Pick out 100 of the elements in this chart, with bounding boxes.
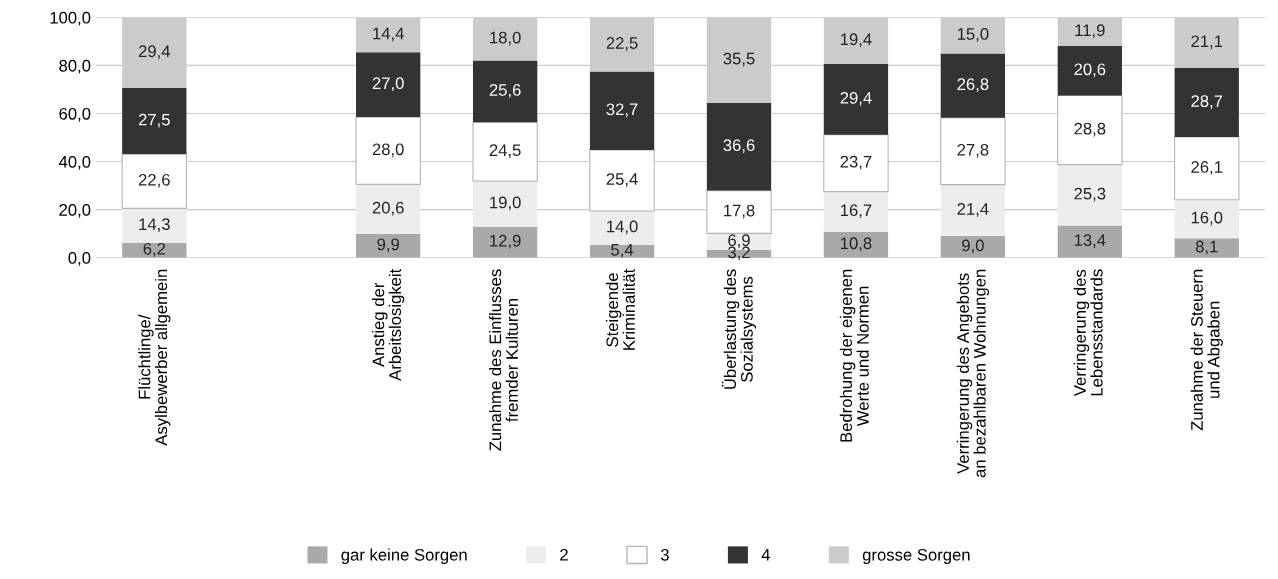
bar: [472, 181, 538, 227]
bar: [1057, 225, 1122, 258]
bar: [940, 17, 1006, 54]
data-label: 3,2: [728, 246, 750, 261]
y-tick-label: 80,0: [59, 59, 91, 74]
bar: [122, 208, 187, 243]
data-label: 18,0: [490, 31, 521, 46]
x-tick-label: Anstieg der Arbeitslosigkeit: [372, 268, 405, 381]
data-label: 14,0: [607, 220, 638, 235]
y-tick-label: 20,0: [59, 204, 91, 218]
data-label: 25,3: [1074, 187, 1106, 202]
bar: [1174, 199, 1239, 239]
x-tick-label: Bedrohung der eigenen Werte und Normen: [839, 269, 869, 442]
legend-label: grosse Sorgen: [862, 548, 970, 564]
x-tick-label: Steigende Kriminalität: [605, 268, 635, 350]
data-label: 29,4: [138, 45, 171, 60]
data-label: 14,4: [373, 27, 404, 42]
bar: [1174, 136, 1240, 201]
bar: [1057, 94, 1123, 166]
data-label: 20,6: [1074, 63, 1106, 78]
x-tick-label: Verringerung des Angebots an bezahlbaren Wohnungen: [956, 269, 990, 478]
bar: [589, 211, 655, 245]
legend-label: gar keine Sorgen: [341, 548, 467, 564]
data-label: 26,8: [957, 78, 989, 93]
y-tick-label: 60,0: [59, 107, 91, 122]
bar: [940, 184, 1006, 237]
bar: [823, 17, 889, 64]
data-label: 28,7: [1191, 95, 1223, 109]
bar: [472, 17, 538, 61]
bar: [356, 52, 421, 118]
bar: [355, 116, 421, 185]
data-label: 15,0: [957, 28, 989, 42]
data-label: 19,4: [840, 33, 872, 48]
data-label: 28,0: [372, 143, 404, 158]
data-label: 25,6: [489, 84, 521, 98]
bar: [706, 102, 772, 191]
bar: [1174, 68, 1239, 138]
bar: [356, 233, 421, 258]
bar: [823, 191, 889, 232]
data-label: 6,2: [143, 242, 166, 257]
data-label: 8,1: [1195, 240, 1218, 255]
y-tick-label: 100,0: [50, 11, 91, 26]
data-label: 22,5: [606, 37, 638, 51]
data-label: 19,0: [490, 196, 521, 211]
y-tick-label: 40,0: [58, 155, 91, 170]
data-label: 12,9: [490, 234, 521, 249]
data-label: 23,7: [840, 155, 872, 170]
bar: [589, 149, 655, 212]
legend-label: 4: [761, 549, 771, 561]
data-label: 11,9: [1075, 24, 1105, 39]
data-label: 27,5: [138, 113, 170, 128]
bar: [356, 17, 421, 53]
x-tick-label: Verringerung des Lebensstandards: [1073, 269, 1103, 397]
data-label: 25,4: [606, 173, 638, 187]
data-label: 24,5: [489, 144, 521, 159]
bar: [1057, 17, 1122, 46]
bar: [823, 231, 889, 258]
data-label: 9,0: [962, 239, 984, 254]
x-tick-label: Zunahme des Einflusses fremder Kulturen: [488, 269, 518, 451]
data-label: 5,4: [611, 244, 634, 258]
data-label: 29,4: [840, 91, 872, 106]
bar: [823, 134, 889, 193]
data-label: 13,4: [1074, 234, 1106, 248]
data-label: 22,6: [138, 173, 170, 188]
bar: [472, 121, 538, 182]
bar: [472, 60, 538, 123]
data-label: 14,3: [139, 218, 170, 233]
data-label: 26,1: [1191, 161, 1223, 175]
data-label: 28,8: [1074, 122, 1106, 137]
data-label: 27,8: [957, 143, 989, 158]
data-label: 6,9: [728, 234, 750, 249]
bar: [940, 236, 1006, 258]
legend-label: 3: [660, 548, 669, 561]
data-label: 35,5: [723, 52, 755, 67]
bar: [356, 184, 421, 234]
bar: [823, 63, 889, 135]
bar: [121, 153, 188, 209]
x-tick-label: Flüchtlinge/ Asylbewerber allgemein: [138, 269, 171, 446]
x-tick-label: Zunahme der Steuern und Abgaben: [1190, 269, 1223, 431]
data-label: 21,4: [957, 202, 989, 217]
bar: [706, 190, 772, 234]
bar: [1057, 164, 1122, 226]
bar: [940, 53, 1006, 118]
data-label: 9,9: [377, 238, 399, 253]
legend-label: 2: [560, 548, 568, 561]
data-label: 16,7: [840, 204, 872, 219]
bar: [122, 88, 187, 155]
data-label: 20,6: [372, 201, 404, 216]
bar: [472, 226, 538, 258]
y-tick-label: 0,0: [68, 252, 91, 266]
data-label: 16,0: [1191, 211, 1223, 226]
bar: [589, 71, 655, 151]
bar: [940, 117, 1006, 186]
data-label: 10,8: [840, 237, 872, 252]
data-label: 17,8: [724, 204, 755, 219]
data-label: 21,1: [1191, 35, 1223, 50]
data-label: 32,7: [606, 103, 638, 118]
data-label: 36,6: [723, 139, 755, 154]
data-label: 27,0: [372, 77, 404, 92]
bar: [1174, 238, 1239, 258]
